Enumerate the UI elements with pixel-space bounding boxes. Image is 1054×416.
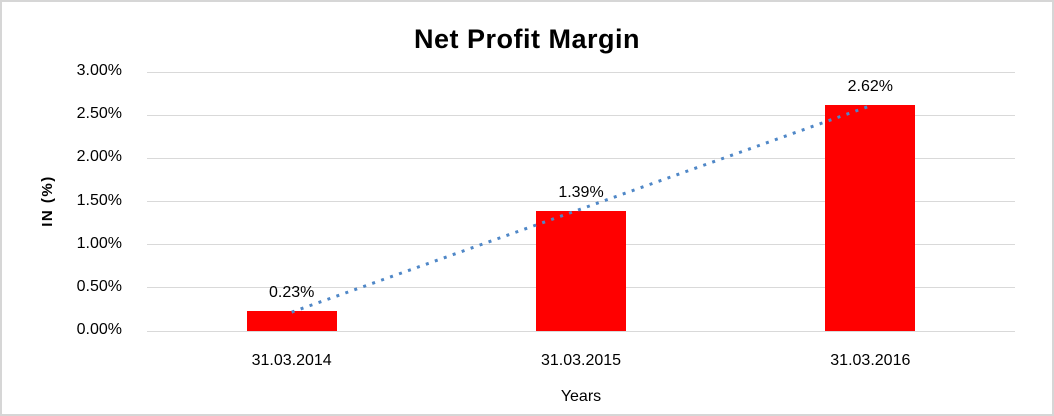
gridline [147,330,1015,332]
y-tick-label: 0.50% [76,277,122,295]
x-tick-label: 31.03.2016 [830,352,911,369]
y-tick-label: 2.50% [76,105,122,123]
y-tick-label: 1.50% [76,191,122,209]
plot-area: 0.23% 1.39% 2.62% [147,71,1015,332]
y-tick-label: 0.00% [76,321,122,338]
y-tick-label: 1.00% [76,234,122,252]
gridline [147,71,1015,73]
chart-title: Net Profit Margin [413,24,640,54]
y-tick-label: 3.00% [76,62,122,79]
bar-31.03.2015 [536,210,626,331]
trendline [291,104,871,314]
data-label: 2.62% [847,77,894,95]
gridline [147,157,1015,159]
x-axis-title: Years [560,388,602,405]
x-tick-label: 31.03.2014 [251,352,332,369]
gridline [147,114,1015,116]
data-label: 1.39% [558,183,604,201]
bar-31.03.2016 [825,104,916,331]
y-tick-label: 2.00% [76,148,122,166]
data-label: 0.23% [268,284,315,302]
gridline [147,201,1015,202]
x-tick-label: 31.03.2015 [540,352,622,369]
bar-31.03.2014 [246,311,337,331]
